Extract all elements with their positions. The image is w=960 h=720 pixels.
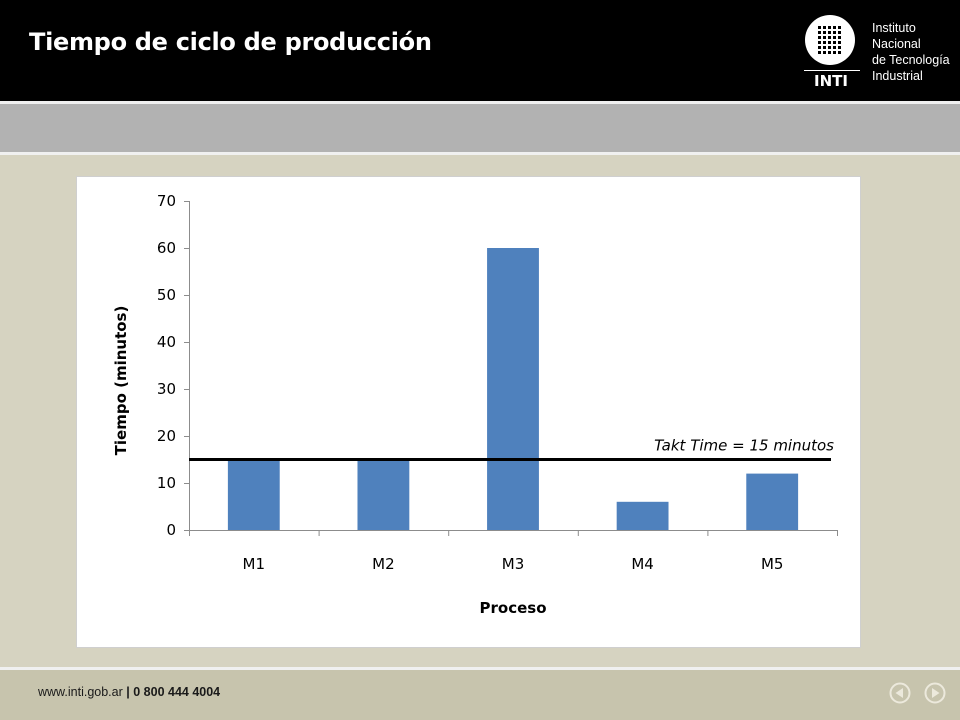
header-divider [0,101,960,104]
logo-acronym: INTI [814,72,848,90]
y-tick-label: 50 [157,286,176,304]
bars [227,248,799,530]
footer-divider [0,667,960,670]
x-axis-ticks [189,530,838,536]
x-tick-label: M5 [761,555,784,573]
bar [227,459,280,530]
inti-logo: INTI Instituto Nacional de Tecnología In… [804,14,954,94]
x-axis-title: Proceso [480,599,547,617]
takt-time-label: Takt Time = 15 minutos [654,437,834,455]
y-axis-title: Tiempo (minutos) [112,306,130,456]
bar [487,248,539,530]
y-tick-label: 30 [157,380,176,398]
y-tick-label: 0 [166,521,176,539]
phone-number: 0 800 444 4004 [133,685,221,699]
arrow-left-circle-icon[interactable] [889,682,911,704]
y-tick-label: 70 [157,192,176,210]
logo-line: Nacional [872,37,921,51]
arrow-right-circle-icon[interactable] [924,682,946,704]
logo-line: Industrial [872,69,923,83]
x-tick-label: M3 [502,555,525,573]
x-tick-label: M1 [243,555,265,573]
logo-line: Instituto [872,21,916,35]
subheader-divider [0,152,960,155]
y-axis-ticks: 0 10 20 30 40 50 60 70 [157,192,189,539]
logo-line: de Tecnología [872,53,950,67]
footer: www.inti.gob.ar | 0 800 444 4004 [0,670,960,720]
x-tick-label: M4 [631,555,654,573]
x-axis-labels: M1 M2 M3 M4 M5 [243,555,784,573]
page-title: Tiempo de ciclo de producción [29,28,432,56]
bar [616,501,669,530]
website-link[interactable]: www.inti.gob.ar [38,685,123,699]
bar [746,473,799,530]
chart-panel: 0 10 20 30 40 50 60 70 M1 M2 M3 M4 M5 Takt Time = 1… [76,176,861,648]
x-tick-label: M2 [372,555,395,573]
y-tick-label: 40 [157,333,176,351]
header: Tiempo de ciclo de producción INTI Insti… [0,0,960,101]
y-tick-label: 10 [157,474,176,492]
bar-chart: 0 10 20 30 40 50 60 70 M1 M2 M3 M4 M5 Takt Time = 1… [112,192,838,617]
y-tick-label: 60 [157,239,176,257]
y-tick-label: 20 [157,427,176,445]
footer-separator: | [126,685,130,699]
inti-logo-mark: INTI [804,15,860,90]
subheader-band [0,104,960,152]
footer-contact: www.inti.gob.ar | 0 800 444 4004 [38,685,220,699]
logo-text: Instituto Nacional de Tecnología Industr… [872,20,950,84]
bar [357,459,410,530]
